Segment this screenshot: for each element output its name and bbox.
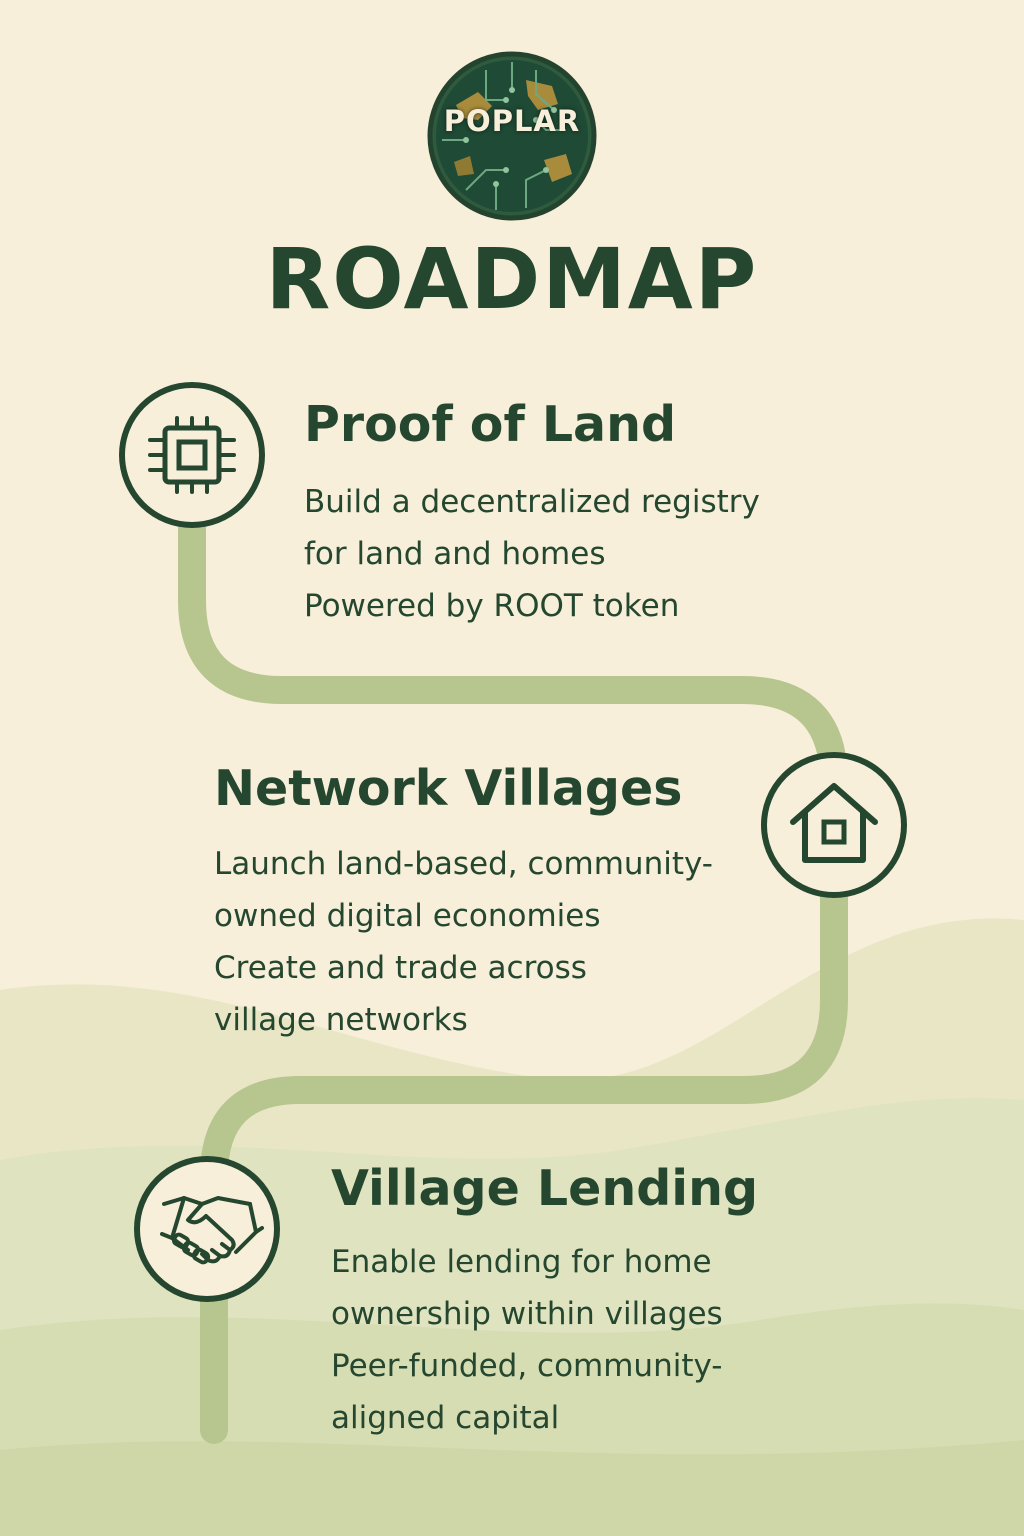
logo-landmass xyxy=(526,80,558,110)
step-title-network-villages: Network Villages xyxy=(214,760,683,817)
description-line: Powered by ROOT token xyxy=(304,588,680,624)
description-line: Launch land-based, community- xyxy=(214,846,713,882)
description-line: aligned capital xyxy=(331,1400,560,1436)
description-line: Build a decentralized registry xyxy=(304,484,760,520)
description-line: Create and trade across xyxy=(214,950,587,986)
handshake-icon xyxy=(134,1156,280,1302)
logo-landmass xyxy=(454,156,474,176)
logo-landmass xyxy=(544,154,572,182)
hill-bottom xyxy=(0,1440,1024,1536)
poplar-logo xyxy=(427,51,597,221)
description-line: Enable lending for home xyxy=(331,1244,712,1280)
step-title-village-lending: Village Lending xyxy=(331,1160,759,1217)
step-description-proof-of-land: Build a decentralized registry for land … xyxy=(304,476,760,632)
description-line: village networks xyxy=(214,1002,468,1038)
step-description-village-lending: Enable lending for home ownership within… xyxy=(331,1236,723,1444)
logo-landmass xyxy=(456,92,492,120)
chip-icon xyxy=(119,382,265,528)
description-line: Peer-funded, community- xyxy=(331,1348,723,1384)
description-line: owned digital economies xyxy=(214,898,601,934)
description-line: ownership within villages xyxy=(331,1296,723,1332)
description-line: for land and homes xyxy=(304,536,606,572)
logo-text: POPLAR xyxy=(443,104,581,138)
page-title: ROADMAP xyxy=(265,230,759,328)
step-title-proof-of-land: Proof of Land xyxy=(304,396,677,453)
step-description-network-villages: Launch land-based, community- owned digi… xyxy=(214,838,713,1046)
house-icon xyxy=(761,752,907,898)
